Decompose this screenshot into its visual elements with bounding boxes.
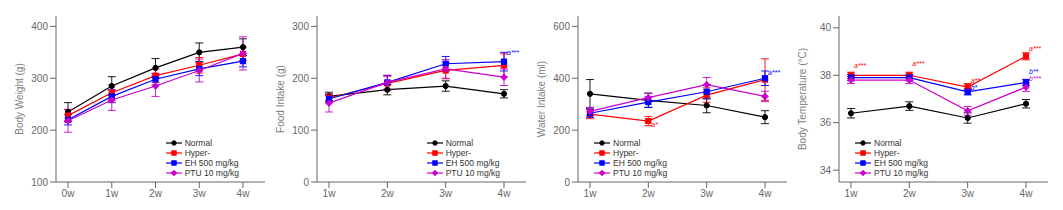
svg-text:a***: a*** <box>768 69 780 76</box>
html-text:Hyper-: Hyper- <box>613 148 639 158</box>
svg-text:200: 200 <box>553 125 570 136</box>
html-text:EH 500 mg/kg: EH 500 mg/kg <box>445 158 500 168</box>
svg-text:4w: 4w <box>237 188 251 199</box>
svg-text:34: 34 <box>820 165 832 176</box>
html-text:EH 500 mg/kg: EH 500 mg/kg <box>874 158 928 168</box>
svg-text:100: 100 <box>292 125 309 136</box>
html-text:Normal: Normal <box>184 138 213 148</box>
svg-text:Water Intake (ml): Water Intake (ml) <box>536 61 547 137</box>
html-text:Hyper-: Hyper- <box>874 148 900 158</box>
html-text:Normal: Normal <box>445 138 474 148</box>
svg-text:100: 100 <box>31 177 48 188</box>
svg-text:2w: 2w <box>642 188 656 199</box>
svg-text:4w: 4w <box>498 188 512 199</box>
svg-text:300: 300 <box>31 73 48 84</box>
svg-text:4w: 4w <box>759 188 773 199</box>
html-text:PTU 10 mg/kg: PTU 10 mg/kg <box>613 168 668 178</box>
svg-text:400: 400 <box>553 73 570 84</box>
svg-text:36: 36 <box>820 117 832 128</box>
svg-text:Food Intake (g): Food Intake (g) <box>275 65 286 133</box>
svg-text:38: 38 <box>820 70 832 81</box>
svg-text:0: 0 <box>303 177 309 188</box>
html-text:PTU 10 mg/kg: PTU 10 mg/kg <box>874 168 929 178</box>
svg-text:3w: 3w <box>193 188 207 199</box>
svg-text:a***: a*** <box>1029 45 1041 52</box>
html-text:Normal: Normal <box>613 138 641 148</box>
svg-text:a**: a** <box>971 77 981 84</box>
html-text:PTU 10 mg/kg: PTU 10 mg/kg <box>445 168 500 178</box>
svg-text:300: 300 <box>292 21 309 32</box>
svg-text:200: 200 <box>292 73 309 84</box>
svg-text:200: 200 <box>31 125 48 136</box>
svg-text:3w: 3w <box>439 188 453 199</box>
svg-text:1w: 1w <box>845 188 859 199</box>
svg-text:3w: 3w <box>961 188 975 199</box>
svg-text:600: 600 <box>553 21 570 32</box>
svg-text:400: 400 <box>31 21 48 32</box>
svg-text:a*: a* <box>651 121 658 128</box>
svg-text:a***: a*** <box>854 62 866 69</box>
html-text:EH 500 mg/kg: EH 500 mg/kg <box>613 158 667 168</box>
svg-text:2w: 2w <box>381 188 395 199</box>
html-text:PTU 10 mg/kg: PTU 10 mg/kg <box>184 168 239 178</box>
svg-text:0w: 0w <box>62 188 76 199</box>
svg-text:Body Temperature (°C): Body Temperature (°C) <box>797 48 808 150</box>
svg-text:3w: 3w <box>700 188 714 199</box>
svg-text:2w: 2w <box>149 188 163 199</box>
svg-text:Body Weight (g): Body Weight (g) <box>14 63 25 135</box>
svg-text:b***: b*** <box>1029 75 1041 82</box>
svg-text:a***: a*** <box>912 60 924 67</box>
svg-text:2w: 2w <box>903 188 917 199</box>
svg-text:0: 0 <box>564 177 570 188</box>
svg-text:a***: a*** <box>507 49 519 56</box>
html-text:EH 500 mg/kg: EH 500 mg/kg <box>184 158 239 168</box>
svg-text:40: 40 <box>820 22 832 33</box>
html-text:Hyper-: Hyper- <box>184 148 211 158</box>
svg-text:b**: b** <box>1029 68 1039 75</box>
svg-text:1w: 1w <box>105 188 119 199</box>
html-text:Hyper-: Hyper- <box>445 148 472 158</box>
html-text:Normal: Normal <box>874 138 902 148</box>
svg-text:4w: 4w <box>1020 188 1034 199</box>
svg-text:1w: 1w <box>584 188 598 199</box>
svg-text:1w: 1w <box>323 188 337 199</box>
svg-text:b*: b* <box>971 84 978 91</box>
